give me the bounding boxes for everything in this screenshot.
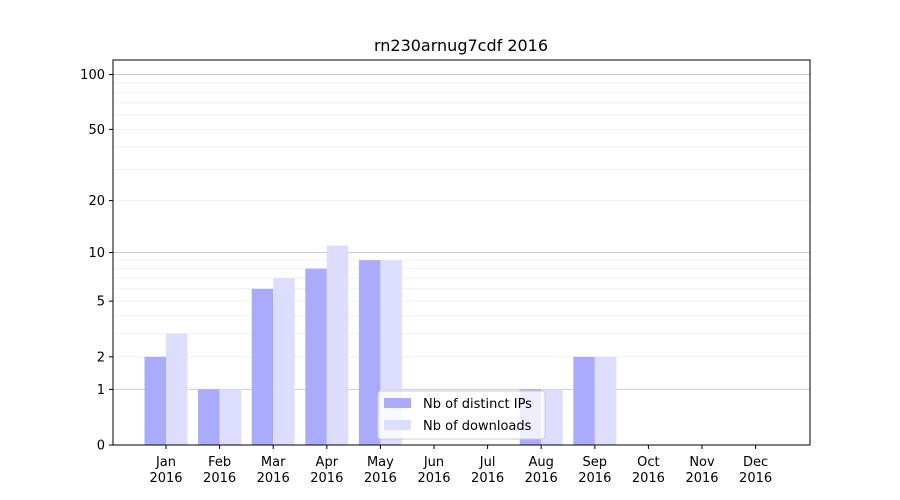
x-tick-label-month: Jan xyxy=(155,455,176,470)
legend-swatch-downloads xyxy=(384,420,411,430)
x-tick-label-year: 2016 xyxy=(149,471,182,486)
x-tick-label-year: 2016 xyxy=(257,471,290,486)
bar-distinct-ips xyxy=(144,356,166,445)
legend-swatch-ips xyxy=(384,398,411,408)
bar-downloads xyxy=(594,356,617,445)
legend: Nb of distinct IPs Nb of downloads xyxy=(377,390,546,440)
legend-label-ips: Nb of distinct IPs xyxy=(423,397,532,412)
x-tick-label-month: Aug xyxy=(529,455,554,470)
x-tick-label-year: 2016 xyxy=(685,471,718,486)
x-tick-label-month: Feb xyxy=(208,455,231,470)
x-tick-label-year: 2016 xyxy=(632,471,665,486)
x-tick-label-year: 2016 xyxy=(417,471,450,486)
x-tick-label-year: 2016 xyxy=(310,471,343,486)
y-tick-label: 50 xyxy=(88,123,105,138)
x-tick-label-year: 2016 xyxy=(525,471,558,486)
x-tick-label-month: Nov xyxy=(689,455,715,470)
bar-distinct-ips xyxy=(198,389,220,445)
x-tick-label-year: 2016 xyxy=(364,471,397,486)
x-tick-label-month: Mar xyxy=(261,455,286,470)
grid xyxy=(113,74,810,390)
x-tick-label-month: Dec xyxy=(743,455,768,470)
bar-distinct-ips xyxy=(358,260,381,445)
x-tick-label-month: Jun xyxy=(423,455,444,470)
x-tick-label-year: 2016 xyxy=(471,471,504,486)
bar-downloads xyxy=(273,278,295,445)
x-tick-label-month: Oct xyxy=(637,455,659,470)
y-axis: 0 1 2 5 10 20 50 100 xyxy=(80,68,113,454)
x-tick-label-year: 2016 xyxy=(578,471,611,486)
x-tick-label-month: Sep xyxy=(583,455,608,470)
y-tick-label: 100 xyxy=(80,68,105,83)
bar-distinct-ips xyxy=(305,268,327,445)
bar-downloads xyxy=(326,245,349,445)
x-tick-label-month: Jul xyxy=(479,455,496,470)
bar-downloads xyxy=(219,389,242,445)
x-tick-label-month: Apr xyxy=(316,455,339,470)
y-tick-label: 2 xyxy=(97,350,105,365)
y-tick-label: 0 xyxy=(97,439,105,454)
bar-downloads xyxy=(166,333,188,445)
bars xyxy=(144,245,617,445)
x-tick-label-month: May xyxy=(367,455,394,470)
x-tick-label-year: 2016 xyxy=(203,471,236,486)
y-tick-label: 5 xyxy=(97,295,105,310)
chart-title: rn230arnug7cdf 2016 xyxy=(374,36,548,55)
legend-box xyxy=(377,390,546,440)
bar-distinct-ips xyxy=(573,356,595,445)
y-tick-label: 20 xyxy=(88,194,105,209)
legend-label-downloads: Nb of downloads xyxy=(423,419,532,434)
y-tick-label: 10 xyxy=(88,246,105,261)
x-axis: Jan2016Feb2016Mar2016Apr2016May2016Jun20… xyxy=(149,445,772,486)
y-tick-label: 1 xyxy=(97,383,105,398)
bar-distinct-ips xyxy=(251,288,274,445)
x-tick-label-year: 2016 xyxy=(739,471,772,486)
bar-downloads xyxy=(541,389,563,445)
